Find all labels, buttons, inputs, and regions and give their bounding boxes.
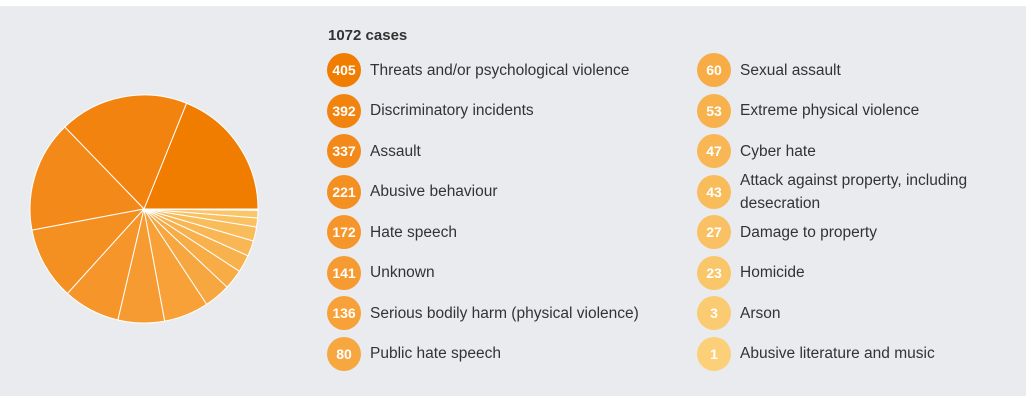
pie-slice-0[interactable] — [143, 102, 259, 210]
legend-value-badge: 27 — [697, 215, 731, 249]
legend-label: Threats and/or psychological violence — [370, 61, 630, 79]
legend-label: Abusive behaviour — [370, 183, 498, 200]
legend-value-badge: 337 — [327, 134, 361, 168]
legend-value-badge: 80 — [327, 336, 361, 371]
legend-label: Serious bodily harm (physical violence) — [370, 304, 639, 322]
legend-item[interactable]: 27 Damage to property — [697, 215, 877, 249]
legend-label: Assault — [370, 142, 421, 160]
chart-panel: 1072 cases 405 Threats and/or psychologic… — [0, 6, 1026, 396]
legend-item[interactable]: 392 Discriminatory incidents — [327, 93, 534, 128]
legend-value-badge: 172 — [327, 215, 361, 249]
legend-item[interactable]: 1 Abusive literature and music — [697, 336, 935, 371]
legend-item[interactable]: 172 Hate speech — [327, 215, 457, 249]
legend-item[interactable]: 3 Arson — [697, 296, 781, 330]
legend-value-badge: 47 — [697, 134, 731, 168]
legend-item[interactable]: 136 Serious bodily harm (physical violenc… — [327, 296, 639, 330]
total-cases-label: 1072 cases — [328, 27, 408, 44]
legend-label: Cyber hate — [740, 142, 816, 160]
pie-slice-2[interactable] — [29, 126, 146, 231]
legend-item[interactable]: 141 Unknown — [327, 255, 435, 290]
legend-item[interactable]: 53 Extreme physical violence — [697, 93, 920, 128]
legend-label: Damage to property — [740, 223, 877, 241]
pie-chart — [24, 89, 264, 329]
legend-label: Hate speech — [370, 223, 458, 241]
legend-value-badge: 136 — [327, 296, 361, 330]
legend-value-badge: 141 — [327, 255, 361, 290]
legend-label: Attack against property, including desec… — [740, 171, 968, 212]
legend-label: Unknown — [370, 264, 435, 281]
legend-value-badge: 221 — [327, 174, 361, 209]
legend-value-badge: 392 — [327, 93, 361, 128]
legend-value-badge: 53 — [697, 93, 731, 128]
legend-item[interactable]: 23 Homicide — [697, 255, 805, 290]
legend-label: Sexual assault — [740, 61, 841, 79]
pie-slice-1[interactable] — [64, 94, 188, 210]
legend-value-badge: 23 — [697, 255, 731, 290]
pie-svg — [29, 94, 259, 324]
legend-label: Homicide — [740, 264, 805, 281]
legend-item[interactable]: 60 Sexual assault — [697, 53, 841, 87]
legend-item[interactable]: 337 Assault — [327, 134, 421, 168]
legend-label: Arson — [740, 304, 781, 322]
legend-value-badge: 1 — [697, 336, 731, 371]
legend-value-badge: 405 — [327, 53, 361, 87]
legend-label: Abusive literature and music — [740, 345, 935, 362]
legend-value-badge: 3 — [697, 296, 731, 330]
legend-item[interactable]: 43 Attack against property, including des… — [697, 172, 990, 212]
legend-value-badge: 60 — [697, 53, 731, 87]
legend-item[interactable]: 47 Cyber hate — [697, 134, 816, 168]
legend-label: Discriminatory incidents — [370, 102, 534, 119]
legend-label: Public hate speech — [370, 345, 501, 362]
legend-item[interactable]: 405 Threats and/or psychological violence — [327, 53, 629, 87]
legend-label: Extreme physical violence — [740, 102, 920, 119]
legend-item[interactable]: 221 Abusive behaviour — [327, 174, 498, 209]
legend-item[interactable]: 80 Public hate speech — [327, 336, 501, 371]
legend-value-badge: 43 — [697, 174, 731, 209]
pie-slice-3[interactable] — [31, 208, 146, 295]
